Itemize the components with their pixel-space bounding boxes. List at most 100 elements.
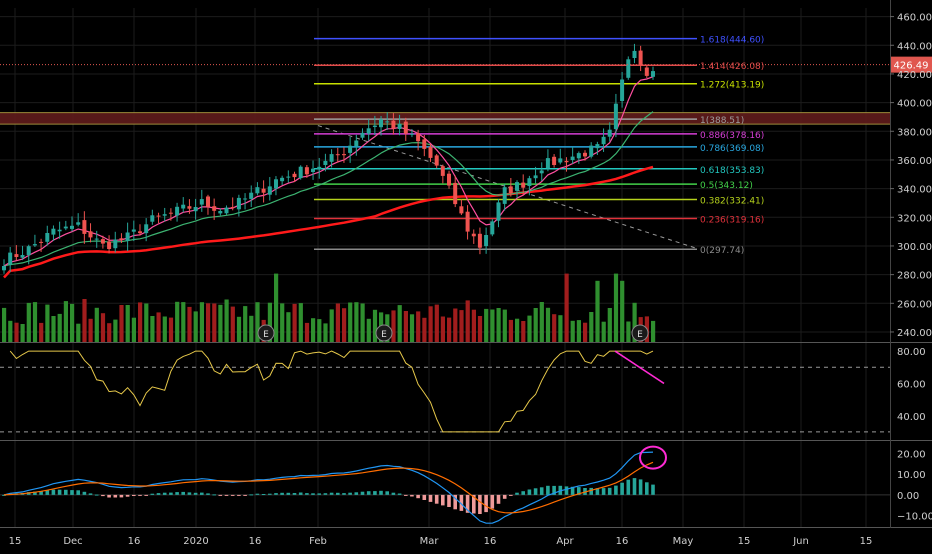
candle-body xyxy=(298,166,303,179)
volume-bar xyxy=(181,302,186,342)
macd-histogram-bar xyxy=(595,488,600,495)
macd-histogram-bar xyxy=(465,494,470,513)
macd-histogram-bar xyxy=(224,494,229,496)
volume-bar xyxy=(162,316,167,342)
earnings-marker: E xyxy=(257,324,275,342)
time-axis: 15 Dec 16 2020 16 Feb Mar 16 Apr 16 May 15 Jun 15 xyxy=(9,536,873,547)
volume-bar xyxy=(57,313,62,342)
volume-bar xyxy=(175,301,180,342)
volume-bar xyxy=(601,321,606,342)
macd-histogram-bar xyxy=(144,494,148,496)
candle-body xyxy=(583,152,587,157)
volume-bar xyxy=(348,302,353,342)
volume-bar xyxy=(119,305,124,342)
candle-body xyxy=(317,166,322,170)
candle-body xyxy=(533,175,538,179)
candle-body xyxy=(527,178,532,186)
macd-histogram-bar xyxy=(422,494,427,500)
macd-histogram-bar xyxy=(107,494,111,498)
macd-histogram-bar xyxy=(404,494,408,496)
volume-bar xyxy=(144,303,149,342)
volume-bar xyxy=(521,321,526,342)
macd-histogram-bar xyxy=(354,492,359,495)
price-axis-label: 340.00 xyxy=(897,185,932,196)
price-axis-label: 240.00 xyxy=(897,328,932,339)
volume-bar xyxy=(545,307,551,342)
rsi-axis-label: 60.00 xyxy=(897,379,926,390)
earnings-marker: E xyxy=(631,324,649,342)
fib-level-label: 1.272(413.19) xyxy=(700,81,764,91)
volume-bar xyxy=(607,308,612,342)
candle-body xyxy=(379,119,383,128)
volume-bar xyxy=(508,319,513,342)
macd-histogram-bar xyxy=(577,487,581,495)
macd-histogram-bar xyxy=(274,493,278,495)
macd-histogram-bar xyxy=(51,489,56,495)
volume-bar xyxy=(502,309,507,342)
candle-body xyxy=(366,128,371,134)
rsi-line xyxy=(9,350,654,433)
candle-body xyxy=(2,266,6,271)
macd-histogram-bar xyxy=(45,490,50,495)
candle-body xyxy=(131,229,136,232)
time-axis-label: 16 xyxy=(128,536,141,547)
volume-bar xyxy=(416,311,421,342)
volume-bar xyxy=(620,280,625,342)
volume-bar xyxy=(564,273,569,342)
candle-body xyxy=(230,207,235,208)
time-axis-label: Feb xyxy=(309,536,327,547)
price-axis-label: 360.00 xyxy=(897,156,932,167)
fib-level-label: 0.5(343.12) xyxy=(700,181,753,191)
rsi-axis-label: 80.00 xyxy=(897,347,926,358)
macd-histogram-bar xyxy=(113,494,118,498)
macd-histogram-bar xyxy=(243,494,247,496)
volume-bar xyxy=(570,320,575,342)
earnings-marker-circle xyxy=(375,324,393,342)
volume-bar xyxy=(354,302,359,342)
volume-bar xyxy=(595,280,600,342)
macd-histogram-bar xyxy=(187,492,192,495)
fib-level-label: 1(388.51) xyxy=(700,116,744,126)
macd-histogram-bar xyxy=(447,494,451,507)
macd-histogram-bar xyxy=(162,492,167,495)
macd-histogram-bar xyxy=(33,491,37,495)
volume-bar xyxy=(372,309,378,342)
macd-histogram-bar xyxy=(261,494,266,495)
volume-bar xyxy=(82,299,87,342)
price-axis: 240.00 260.00 280.00 300.00 320.00 340.00 360.… xyxy=(890,13,932,339)
volume-bar xyxy=(113,319,118,342)
volume-bar xyxy=(212,303,217,342)
macd-histogram-bar xyxy=(645,482,649,495)
candle-body xyxy=(274,179,278,189)
candle-body xyxy=(570,156,575,160)
volume-bar xyxy=(651,320,656,342)
candle-body xyxy=(447,173,451,186)
candle-body xyxy=(403,121,408,134)
macd-signal-line xyxy=(3,461,654,514)
volume-bar xyxy=(131,317,136,342)
volume-bar xyxy=(589,312,594,342)
macd-histogram-bar xyxy=(101,494,105,497)
volume-bar xyxy=(125,305,130,342)
macd-histogram-bar xyxy=(502,494,507,499)
volume-bar xyxy=(230,306,235,342)
macd-histogram-bar xyxy=(434,494,439,504)
candle-body xyxy=(471,233,476,237)
macd-histogram-bar xyxy=(57,489,62,495)
candle-body xyxy=(416,133,421,142)
candle-body xyxy=(267,186,272,195)
macd-histogram-bar xyxy=(255,493,260,495)
candle-body xyxy=(651,71,655,77)
candle-body xyxy=(304,167,309,175)
macd-histogram-bar xyxy=(373,491,377,495)
fib-level-label: 0.786(369.08) xyxy=(700,144,764,154)
volume-bar xyxy=(533,308,538,342)
macd-histogram-bar xyxy=(212,494,216,496)
macd-histogram-bar xyxy=(564,486,569,495)
macd-histogram-bar xyxy=(39,491,43,495)
macd-histogram-bar xyxy=(515,492,519,495)
time-axis-label: 16 xyxy=(249,536,262,547)
macd-histogram-bar xyxy=(496,494,501,504)
